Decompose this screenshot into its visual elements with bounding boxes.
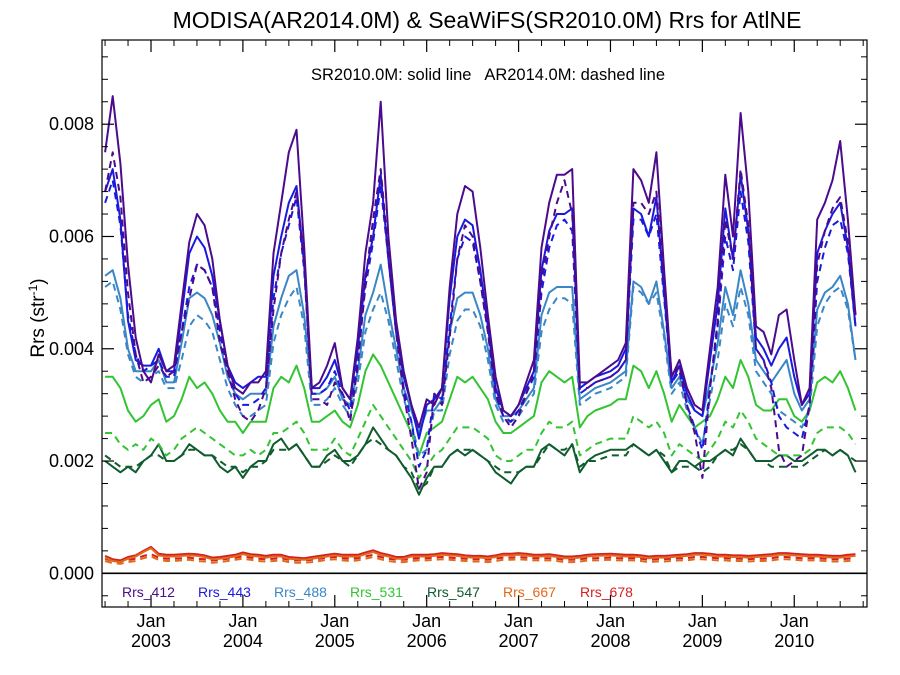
x-tick-month-label: Jan: [412, 611, 441, 631]
legend-item-rrs-678: Rrs_678: [580, 584, 633, 600]
series-line-rrs-412-dashed: [104, 151, 857, 491]
chart-title: MODISA(AR2014.0M) & SeaWiFS(SR2010.0M) R…: [173, 7, 802, 33]
x-tick-year-label: 2007: [499, 631, 539, 651]
series-line-rrs-678-solid: [104, 545, 856, 562]
x-tick-month-label: Jan: [596, 611, 625, 631]
legend-item-rrs-412: Rrs_412: [122, 584, 175, 600]
x-tick-month-label: Jan: [136, 611, 165, 631]
x-tick-year-label: 2009: [682, 631, 722, 651]
x-tick-month-label: Jan: [320, 611, 349, 631]
y-tick-label: 0.004: [49, 339, 94, 359]
y-tick-label: 0.006: [49, 226, 94, 246]
legend-item-rrs-488: Rrs_488: [274, 584, 327, 600]
y-tick-label: 0.000: [49, 563, 94, 583]
legend-item-rrs-667: Rrs_667: [503, 584, 556, 600]
y-tick-label: 0.002: [49, 451, 94, 471]
x-tick-year-label: 2006: [407, 631, 447, 651]
axis-ticks: 0.0000.0020.0040.0060.008Jan2003Jan2004J…: [49, 40, 867, 651]
series-line-rrs-667-dashed: [104, 555, 856, 565]
x-tick-month-label: Jan: [688, 611, 717, 631]
series-line-rrs-531-solid: [105, 353, 857, 457]
plot-frame: [101, 39, 868, 608]
legend-item-rrs-547: Rrs_547: [427, 584, 480, 600]
legend: Rrs_412 Rrs_443 Rrs_488 Rrs_531 Rrs_547 Rrs_6…: [122, 584, 633, 600]
series-line-rrs-488-dashed: [104, 280, 857, 457]
x-tick-year-label: 2008: [590, 631, 630, 651]
x-tick-year-label: 2004: [223, 631, 263, 651]
x-tick-month-label: Jan: [780, 611, 809, 631]
series-layer: [104, 95, 857, 565]
x-tick-year-label: 2010: [774, 631, 814, 651]
line-style-annotation: SR2010.0M: solid line AR2014.0M: dashed …: [311, 66, 665, 84]
y-axis-label: Rrs (str-1): [26, 278, 49, 357]
series-line-rrs-667-solid: [104, 547, 856, 564]
x-tick-month-label: Jan: [504, 611, 533, 631]
x-tick-year-label: 2003: [131, 631, 171, 651]
legend-item-rrs-443: Rrs_443: [198, 584, 251, 600]
y-tick-label: 0.008: [49, 114, 94, 134]
y-axis-label-sup: -1: [26, 284, 40, 295]
series-line-rrs-412-solid: [104, 95, 857, 429]
series-line-rrs-531-dashed: [105, 403, 857, 479]
y-axis-label-main: Rrs (str: [28, 295, 49, 358]
series-line-rrs-488-solid: [104, 263, 857, 434]
x-tick-month-label: Jan: [228, 611, 257, 631]
x-tick-year-label: 2005: [315, 631, 355, 651]
series-line-rrs-547-solid: [104, 426, 857, 496]
y-axis-label-close: ): [28, 278, 49, 284]
series-line-rrs-678-dashed: [104, 553, 856, 563]
legend-item-rrs-531: Rrs_531: [350, 584, 403, 600]
